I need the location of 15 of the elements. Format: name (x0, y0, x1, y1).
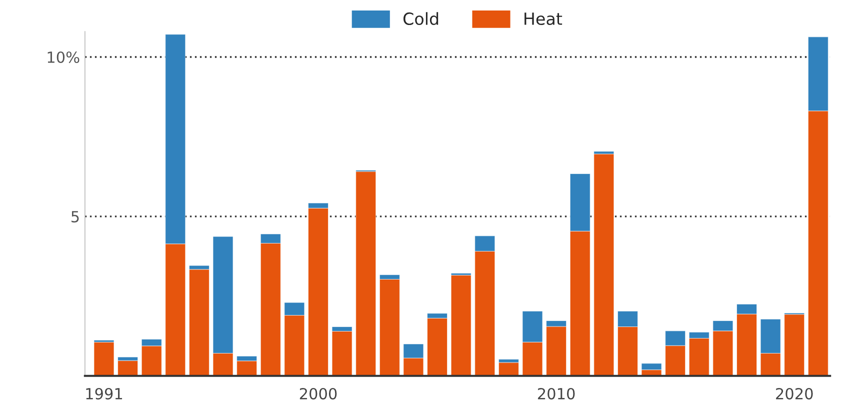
x-tick-label: 2010 (538, 388, 575, 400)
legend-label: Cold (403, 12, 438, 26)
bar (356, 171, 376, 376)
y-tick-label: 10% (48, 51, 80, 64)
bar (189, 269, 210, 376)
x-tick-label: 2000 (300, 388, 337, 400)
bar (594, 154, 614, 376)
bar (94, 342, 114, 376)
bar (118, 360, 138, 376)
y-tick-label: 5 (72, 211, 79, 222)
x-tick-label: 2020 (776, 388, 813, 400)
x-tick-label: 1991 (86, 388, 122, 400)
bar (784, 314, 805, 376)
bar (450, 274, 472, 376)
legend-label: Heat (524, 12, 562, 26)
